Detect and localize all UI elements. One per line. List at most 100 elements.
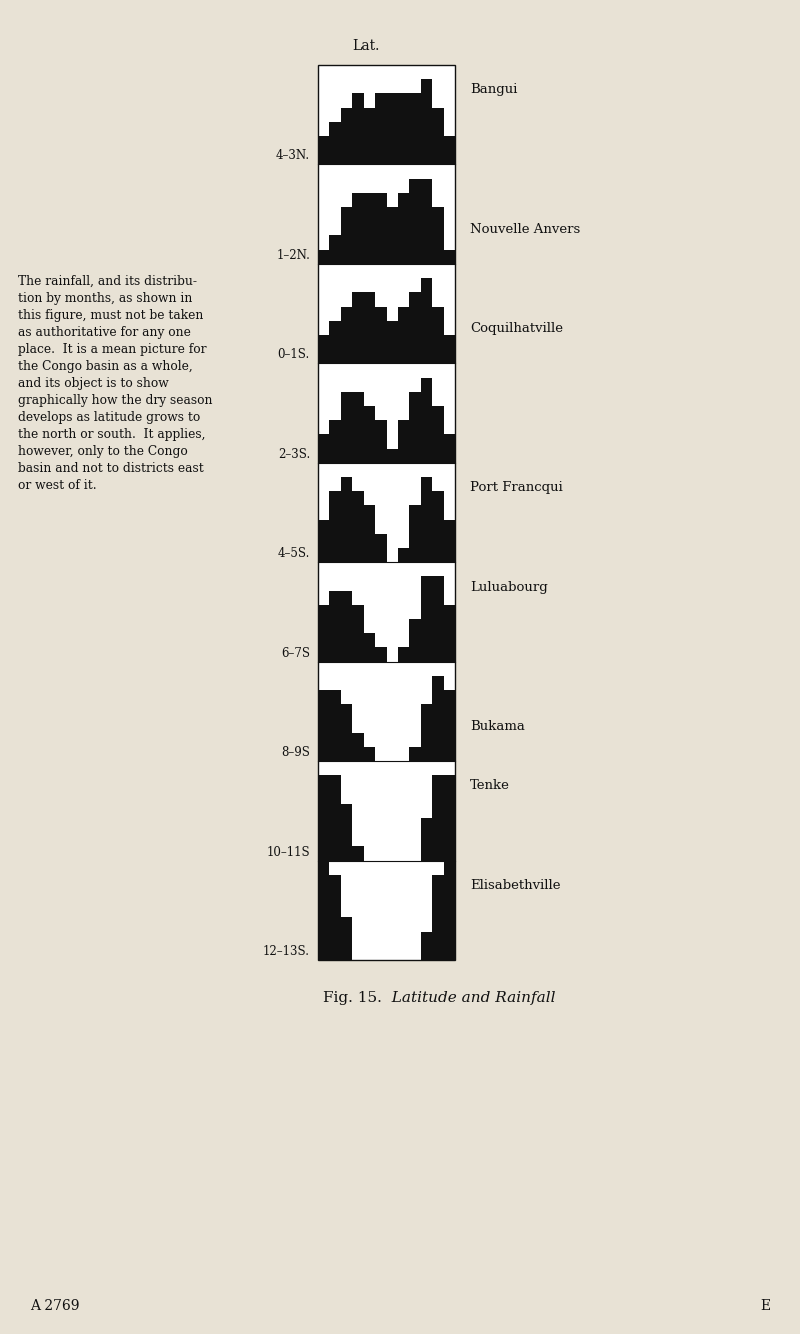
Bar bbox=[341, 478, 352, 562]
Bar bbox=[352, 292, 364, 363]
Bar bbox=[318, 136, 330, 164]
Bar bbox=[375, 93, 386, 164]
Bar bbox=[364, 193, 375, 264]
Bar bbox=[421, 818, 432, 860]
Bar bbox=[375, 647, 386, 662]
Bar bbox=[330, 775, 341, 860]
Bar bbox=[443, 775, 455, 860]
Text: Coquilhatville: Coquilhatville bbox=[470, 321, 563, 335]
Bar bbox=[443, 249, 455, 264]
Bar bbox=[341, 704, 352, 762]
Bar bbox=[318, 335, 330, 363]
Text: 6–7S: 6–7S bbox=[281, 647, 310, 660]
Bar bbox=[330, 121, 341, 164]
Bar bbox=[410, 93, 421, 164]
Bar bbox=[364, 406, 375, 463]
Text: Elisabethville: Elisabethville bbox=[470, 879, 561, 892]
Bar bbox=[432, 307, 443, 363]
Bar bbox=[352, 392, 364, 463]
Bar bbox=[318, 860, 330, 960]
Text: graphically how the dry season: graphically how the dry season bbox=[18, 394, 213, 407]
Bar bbox=[352, 93, 364, 164]
Text: place.  It is a mean picture for: place. It is a mean picture for bbox=[18, 343, 206, 356]
Bar bbox=[318, 690, 330, 762]
Bar bbox=[443, 860, 455, 960]
Bar bbox=[398, 647, 410, 662]
Bar bbox=[443, 690, 455, 762]
Bar bbox=[421, 378, 432, 463]
Bar bbox=[352, 193, 364, 264]
Text: Port Francqui: Port Francqui bbox=[470, 482, 562, 494]
Bar bbox=[421, 79, 432, 164]
Bar bbox=[432, 775, 443, 860]
Text: 4–3N.: 4–3N. bbox=[276, 149, 310, 163]
Bar bbox=[330, 420, 341, 463]
Bar bbox=[352, 604, 364, 662]
Bar bbox=[386, 448, 398, 463]
Bar bbox=[341, 108, 352, 164]
Text: Lat.: Lat. bbox=[352, 39, 380, 53]
Bar bbox=[398, 548, 410, 562]
Bar bbox=[330, 690, 341, 762]
Bar bbox=[443, 136, 455, 164]
Bar bbox=[398, 307, 410, 363]
Bar bbox=[432, 108, 443, 164]
Text: Luluabourg: Luluabourg bbox=[470, 580, 548, 594]
Bar bbox=[432, 875, 443, 960]
Bar bbox=[398, 420, 410, 463]
Bar bbox=[375, 534, 386, 562]
Bar bbox=[330, 236, 341, 264]
Bar bbox=[330, 320, 341, 363]
Text: Latitude and Rainfall: Latitude and Rainfall bbox=[382, 991, 555, 1005]
Text: E: E bbox=[760, 1299, 770, 1313]
Text: The rainfall, and its distribu-: The rainfall, and its distribu- bbox=[18, 275, 197, 288]
Bar bbox=[352, 491, 364, 562]
Bar bbox=[318, 435, 330, 463]
Text: 8–9S: 8–9S bbox=[281, 746, 310, 759]
Bar bbox=[330, 591, 341, 662]
Text: tion by months, as shown in: tion by months, as shown in bbox=[18, 292, 192, 305]
Text: the north or south.  It applies,: the north or south. It applies, bbox=[18, 428, 206, 442]
Bar bbox=[352, 846, 364, 860]
Bar bbox=[410, 619, 421, 662]
Bar bbox=[330, 875, 341, 960]
Text: 12–13S.: 12–13S. bbox=[263, 944, 310, 958]
Text: Fig. 15.: Fig. 15. bbox=[322, 991, 382, 1005]
Bar bbox=[410, 747, 421, 762]
Bar bbox=[341, 207, 352, 264]
Bar bbox=[410, 506, 421, 562]
Text: Bangui: Bangui bbox=[470, 83, 518, 96]
Bar bbox=[398, 193, 410, 264]
Text: 1–2N.: 1–2N. bbox=[276, 249, 310, 261]
Bar bbox=[341, 307, 352, 363]
Bar bbox=[386, 207, 398, 264]
Bar bbox=[432, 576, 443, 662]
Bar bbox=[364, 747, 375, 762]
Bar bbox=[375, 420, 386, 463]
Bar bbox=[318, 604, 330, 662]
Bar bbox=[341, 591, 352, 662]
Bar bbox=[341, 803, 352, 860]
Text: 10–11S: 10–11S bbox=[266, 846, 310, 859]
Bar bbox=[318, 520, 330, 562]
Bar bbox=[421, 576, 432, 662]
Bar bbox=[410, 179, 421, 264]
Bar bbox=[386, 93, 398, 164]
Bar bbox=[421, 704, 432, 762]
Bar bbox=[375, 193, 386, 264]
Bar bbox=[421, 478, 432, 562]
Bar bbox=[421, 179, 432, 264]
Bar bbox=[421, 931, 432, 960]
Bar bbox=[375, 307, 386, 363]
Bar bbox=[432, 207, 443, 264]
Text: Bukama: Bukama bbox=[470, 720, 525, 732]
Text: Nouvelle Anvers: Nouvelle Anvers bbox=[470, 223, 580, 236]
Bar bbox=[318, 65, 455, 960]
Bar bbox=[318, 775, 330, 860]
Bar bbox=[398, 93, 410, 164]
Bar bbox=[410, 292, 421, 363]
Text: or west of it.: or west of it. bbox=[18, 479, 97, 492]
Text: the Congo basin as a whole,: the Congo basin as a whole, bbox=[18, 360, 193, 374]
Text: Tenke: Tenke bbox=[470, 779, 510, 792]
Text: this figure, must not be taken: this figure, must not be taken bbox=[18, 309, 203, 321]
